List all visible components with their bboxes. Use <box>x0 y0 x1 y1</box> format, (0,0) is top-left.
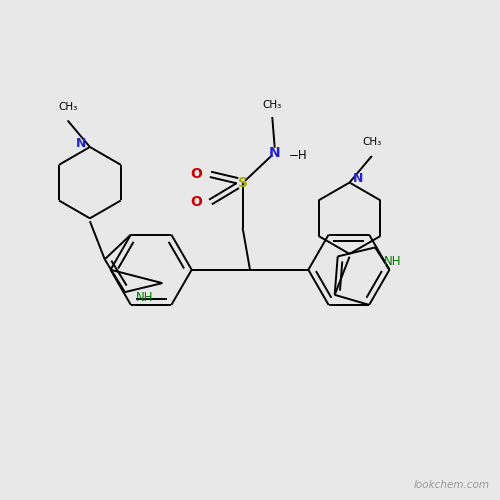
Text: NH: NH <box>136 290 154 304</box>
Text: O: O <box>190 168 202 181</box>
Text: NH: NH <box>384 255 401 268</box>
Text: CH₃: CH₃ <box>362 137 382 147</box>
Text: −H: −H <box>288 148 307 162</box>
Text: CH₃: CH₃ <box>262 100 282 110</box>
Text: N: N <box>76 136 86 149</box>
Text: lookchem.com: lookchem.com <box>414 480 490 490</box>
Text: N: N <box>353 172 364 185</box>
Text: S: S <box>238 176 248 190</box>
Text: O: O <box>190 195 202 209</box>
Text: N: N <box>269 146 280 160</box>
Text: CH₃: CH₃ <box>58 102 78 112</box>
